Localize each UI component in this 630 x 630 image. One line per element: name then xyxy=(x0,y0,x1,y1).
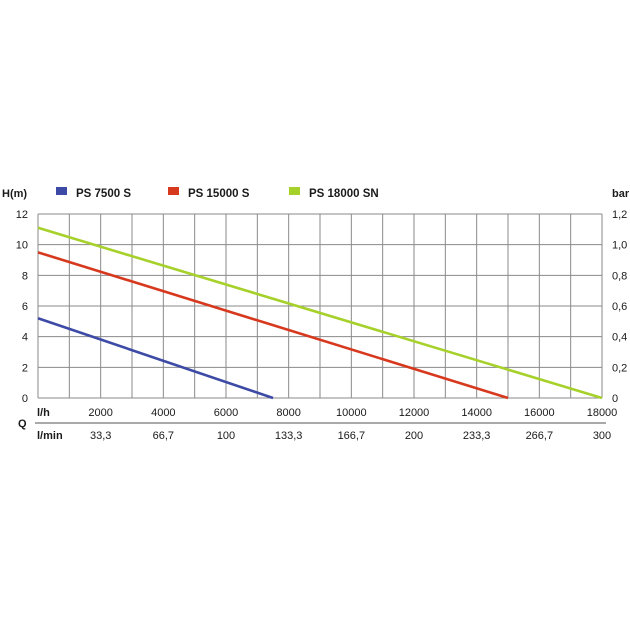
y-axis-right-label: bar xyxy=(612,188,630,200)
x-tick-label: 2000 xyxy=(88,407,112,419)
legend-label: PS 15000 S xyxy=(188,188,250,200)
y-left-tick-label: 6 xyxy=(22,301,28,313)
y-right-tick-label: 0,6 xyxy=(612,301,627,313)
x-tick-label: 4000 xyxy=(151,407,175,419)
y-left-tick-label: 12 xyxy=(16,209,28,221)
x-tick-label-secondary: 166,7 xyxy=(338,430,366,442)
y-axis-left-label: H(m) xyxy=(2,188,27,200)
x-tick-label-secondary: 100 xyxy=(217,430,235,442)
legend-swatch xyxy=(56,187,67,195)
y-left-tick-label: 10 xyxy=(16,240,28,252)
x-tick-label-secondary: 200 xyxy=(405,430,423,442)
x-tick-label: 14000 xyxy=(461,407,492,419)
x-tick-label: 18000 xyxy=(587,407,618,419)
series-line-1 xyxy=(37,317,274,400)
x-tick-label: 6000 xyxy=(214,407,238,419)
x-axis-symbol: Q xyxy=(18,418,27,430)
y-right-tick-label: 1,0 xyxy=(612,240,627,252)
y-left-tick-label: 0 xyxy=(22,393,28,405)
y-right-tick-label: 0,8 xyxy=(612,270,627,282)
y-right-tick-label: 0 xyxy=(612,393,618,405)
x-tick-label: 16000 xyxy=(524,407,555,419)
x-tick-label-secondary: 133,3 xyxy=(275,430,303,442)
x-axis-unit-secondary: l/min xyxy=(37,430,63,442)
x-tick-label-secondary: 33,3 xyxy=(90,430,111,442)
x-tick-label-secondary: 66,7 xyxy=(153,430,174,442)
series-line-3 xyxy=(37,226,603,400)
x-tick-label-secondary: 300 xyxy=(593,430,611,442)
y-left-tick-label: 2 xyxy=(22,362,28,374)
x-tick-label: 8000 xyxy=(276,407,300,419)
legend-swatch xyxy=(168,187,179,195)
y-left-tick-label: 4 xyxy=(22,332,28,344)
axes-labels: l/h Q l/min 12 10 8 6 4 2 0 1,2 1,0 0,8 0,6 0,4 0,2 0… xyxy=(16,209,628,442)
series-lines xyxy=(37,226,603,400)
legend-swatch xyxy=(289,187,300,195)
x-tick-label-secondary: 233,3 xyxy=(463,430,491,442)
chart-grid xyxy=(37,213,603,399)
legend-label: PS 7500 S xyxy=(76,188,131,200)
x-axis-unit-primary: l/h xyxy=(37,407,50,419)
y-right-tick-label: 1,2 xyxy=(612,209,627,221)
x-tick-label-secondary: 266,7 xyxy=(526,430,554,442)
y-right-tick-label: 0,4 xyxy=(612,332,627,344)
y-left-tick-label: 8 xyxy=(22,270,28,282)
x-tick-label: 12000 xyxy=(399,407,430,419)
x-tick-label: 10000 xyxy=(336,407,367,419)
y-right-tick-label: 0,2 xyxy=(612,362,627,374)
series-line-2 xyxy=(37,251,509,400)
legend: H(m) bar PS 7500 S PS 15000 S PS 18000 SN xyxy=(2,187,630,200)
legend-label: PS 18000 SN xyxy=(309,188,379,200)
